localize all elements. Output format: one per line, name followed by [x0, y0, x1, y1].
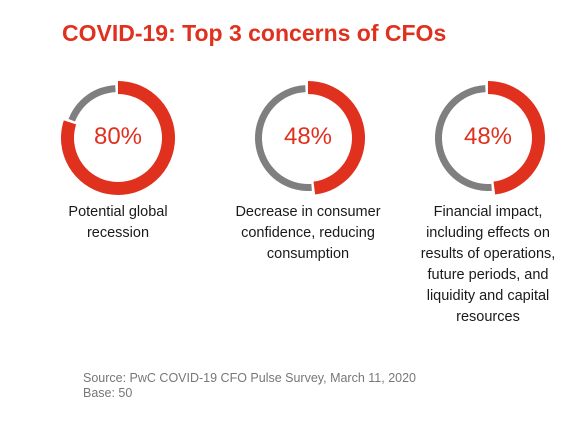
caption-1-line: recession	[86, 225, 150, 241]
caption-3-line: future periods, and	[427, 267, 549, 283]
caption-2: Decrease in consumer confidence, reducin…	[200, 202, 416, 265]
caption-3-line: resources	[456, 309, 520, 325]
percent-label-3: 48%	[463, 123, 513, 150]
percent-label-2: 48%	[283, 123, 333, 150]
chart-title: COVID-19: Top 3 concerns of CFOs	[62, 20, 447, 46]
donut-1-remainder-arc	[68, 85, 116, 122]
caption-1: Potential global recession	[20, 202, 216, 244]
caption-1-line: Potential global	[68, 204, 168, 220]
donut-2-remainder-arc	[255, 85, 312, 191]
caption-3-line: including effects on	[426, 225, 550, 241]
donut-3-remainder-arc	[435, 85, 492, 191]
caption-2-line: Decrease in consumer	[235, 204, 381, 220]
caption-3: Financial impact, including effects on r…	[390, 202, 581, 328]
base-line: Base: 50	[83, 386, 133, 400]
percent-label-1: 80%	[93, 123, 143, 150]
caption-2-line: confidence, reducing	[241, 225, 375, 241]
donut-2-value-arc	[308, 81, 365, 195]
caption-3-line: Financial impact,	[433, 204, 543, 220]
donut-chart-1	[60, 81, 175, 195]
source-note: Source: PwC COVID-19 CFO Pulse Survey, M…	[83, 371, 416, 401]
source-line: Source: PwC COVID-19 CFO Pulse Survey, M…	[83, 371, 416, 385]
donut-chart-2	[255, 81, 365, 195]
caption-3-line: results of operations,	[420, 246, 556, 262]
caption-2-line: consumption	[266, 246, 350, 262]
caption-3-line: liquidity and capital	[426, 288, 550, 304]
donut-chart-3	[435, 81, 545, 195]
donut-3-value-arc	[488, 81, 545, 195]
